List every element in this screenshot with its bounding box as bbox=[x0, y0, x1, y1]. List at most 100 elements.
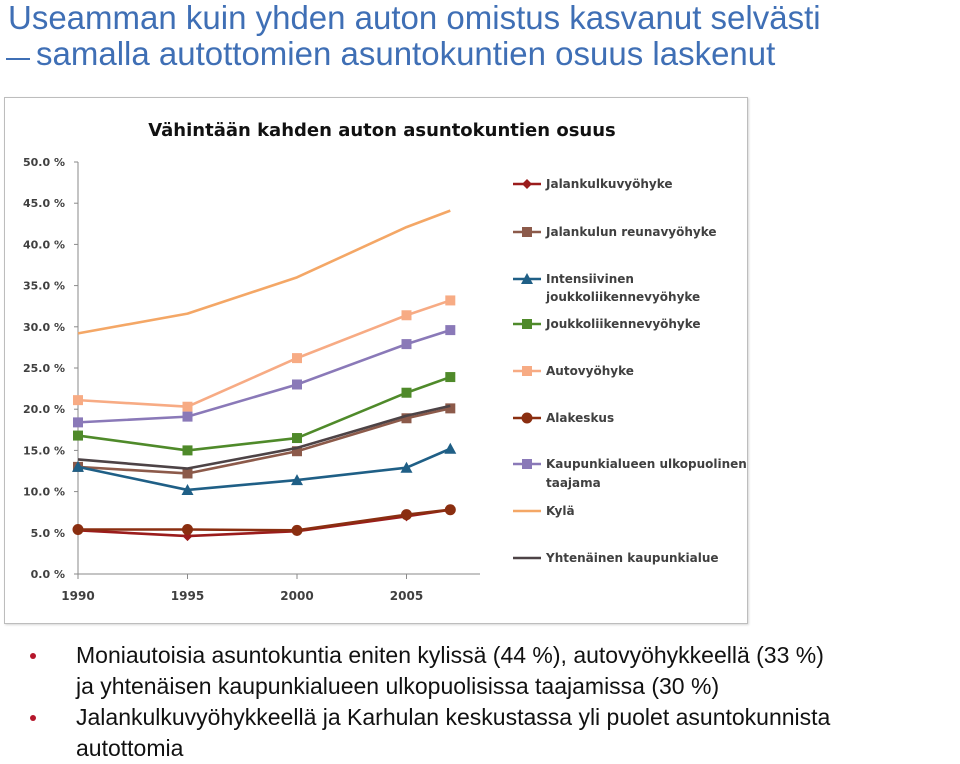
legend-item: Intensiivinen joukkoliikennevyöhyke bbox=[513, 272, 700, 304]
legend-item: Jalankulkuvyöhyke bbox=[513, 177, 673, 191]
data-point bbox=[182, 411, 193, 422]
bullet-text-2a: Jalankulkuvyöhykkeellä ja Karhulan kesku… bbox=[76, 704, 831, 730]
series-line bbox=[77, 508, 451, 538]
x-tick-label: 2005 bbox=[390, 589, 423, 603]
line-chart: Vähintään kahden auton asuntokuntien osu… bbox=[23, 120, 747, 603]
data-point bbox=[401, 310, 412, 321]
data-point bbox=[181, 483, 194, 495]
data-point bbox=[401, 413, 412, 424]
series-line bbox=[77, 375, 451, 452]
data-point bbox=[72, 524, 84, 536]
data-point bbox=[401, 339, 412, 350]
data-point bbox=[182, 468, 193, 479]
legend-label: Jalankulkuvyöhyke bbox=[545, 177, 673, 191]
series-4 bbox=[73, 295, 456, 412]
legend-label: Kylä bbox=[546, 504, 575, 518]
y-tick-label: 50.0 % bbox=[23, 156, 65, 169]
bullet-dot bbox=[30, 653, 36, 659]
x-tick-label: 1995 bbox=[171, 589, 204, 603]
legend-item: Yhtenäinen kaupunkialue bbox=[513, 551, 719, 565]
series-line bbox=[77, 299, 451, 409]
series-8 bbox=[77, 404, 451, 470]
legend-label: Alakeskus bbox=[546, 411, 614, 425]
legend-swatch-marker bbox=[522, 227, 532, 237]
data-point bbox=[292, 379, 302, 390]
data-point bbox=[182, 445, 193, 456]
y-tick-label: 30.0 % bbox=[23, 321, 65, 334]
data-point bbox=[445, 372, 456, 383]
data-point bbox=[400, 461, 413, 473]
chart-frame: Vähintään kahden auton asuntokuntien osu… bbox=[4, 97, 748, 624]
data-point bbox=[401, 387, 412, 398]
data-point bbox=[444, 504, 456, 516]
legend-label: Jalankulun reunavyöhyke bbox=[545, 225, 717, 239]
y-tick-label: 35.0 % bbox=[23, 280, 65, 293]
legend-label: Joukkoliikennevyöhyke bbox=[545, 317, 701, 331]
y-tick-label: 15.0 % bbox=[23, 444, 65, 457]
legend-label: Intensiivinen bbox=[546, 272, 634, 286]
data-point bbox=[445, 403, 456, 414]
x-tick-label: 2000 bbox=[280, 589, 313, 603]
legend-label: taajama bbox=[546, 476, 601, 490]
series-line bbox=[77, 404, 451, 470]
data-point bbox=[291, 524, 303, 536]
y-tick-label: 20.0 % bbox=[23, 403, 65, 416]
bullet-dot bbox=[30, 715, 36, 721]
data-point bbox=[73, 417, 83, 428]
legend-item: Autovyöhyke bbox=[513, 364, 634, 378]
y-tick-label: 5.0 % bbox=[31, 527, 65, 540]
chart-title: Vähintään kahden auton asuntokuntien osu… bbox=[148, 120, 616, 141]
bullet-text-1b: ja yhtenäisen kaupunkialueen ulkopuolisi… bbox=[76, 673, 720, 699]
legend-label: Autovyöhyke bbox=[546, 364, 634, 378]
legend-item: Jalankulun reunavyöhyke bbox=[513, 225, 717, 239]
data-point bbox=[292, 433, 302, 444]
legend-item: Joukkoliikennevyöhyke bbox=[513, 317, 701, 331]
series-2 bbox=[72, 442, 457, 495]
legend-swatch-marker bbox=[522, 319, 532, 329]
y-tick-label: 10.0 % bbox=[23, 486, 65, 499]
data-point bbox=[292, 446, 302, 457]
data-point bbox=[73, 395, 83, 406]
series-3 bbox=[73, 372, 456, 456]
data-point bbox=[444, 442, 457, 454]
slide-title-line-1: Useamman kuin yhden auton omistus kasvan… bbox=[8, 0, 821, 36]
bullet-text-2b: autottomia bbox=[76, 735, 184, 761]
legend-swatch-marker bbox=[522, 366, 532, 376]
y-tick-label: 40.0 % bbox=[23, 238, 65, 251]
legend-swatch-marker bbox=[522, 459, 532, 469]
data-point bbox=[291, 474, 303, 486]
series-7 bbox=[77, 209, 451, 335]
legend-swatch-marker bbox=[522, 179, 532, 189]
bullet-list: Moniautoisia asuntokuntia eniten kylissä… bbox=[28, 640, 958, 764]
data-point bbox=[445, 295, 456, 306]
series-6 bbox=[73, 325, 456, 428]
series-line bbox=[77, 209, 451, 335]
series-line bbox=[77, 328, 451, 424]
series-5 bbox=[72, 504, 456, 536]
legend-label: Yhtenäinen kaupunkialue bbox=[545, 551, 719, 565]
legend-label: joukkoliikennevyöhyke bbox=[545, 290, 700, 304]
data-point bbox=[401, 509, 412, 521]
y-tick-label: 0.0 % bbox=[31, 568, 65, 581]
series-0 bbox=[73, 504, 456, 542]
data-point bbox=[182, 401, 193, 412]
bullet-item: Moniautoisia asuntokuntia eniten kylissä… bbox=[28, 640, 958, 702]
bullet-item: Jalankulkuvyöhykkeellä ja Karhulan kesku… bbox=[28, 702, 958, 764]
bullet-text-1a: Moniautoisia asuntokuntia eniten kylissä… bbox=[76, 642, 824, 668]
legend-item: Alakeskus bbox=[513, 411, 614, 425]
x-tick-label: 1990 bbox=[61, 589, 94, 603]
y-tick-label: 45.0 % bbox=[23, 197, 65, 210]
slide-title-line-2: samalla autottomien asuntokuntien osuus … bbox=[36, 35, 776, 72]
data-point bbox=[445, 325, 456, 336]
legend-swatch-marker bbox=[521, 412, 533, 424]
legend-item: Kaupunkialueen ulkopuolinen taajama bbox=[513, 457, 747, 490]
data-point bbox=[292, 353, 302, 364]
data-point bbox=[72, 460, 84, 472]
data-point bbox=[73, 430, 83, 441]
legend-item: Kylä bbox=[513, 504, 575, 518]
title-accent-rule bbox=[6, 58, 30, 60]
legend-label: Kaupunkialueen ulkopuolinen bbox=[546, 457, 747, 471]
data-point bbox=[182, 524, 193, 536]
legend-swatch-marker bbox=[521, 273, 533, 284]
slide-title: Useamman kuin yhden auton omistus kasvan… bbox=[8, 0, 948, 72]
